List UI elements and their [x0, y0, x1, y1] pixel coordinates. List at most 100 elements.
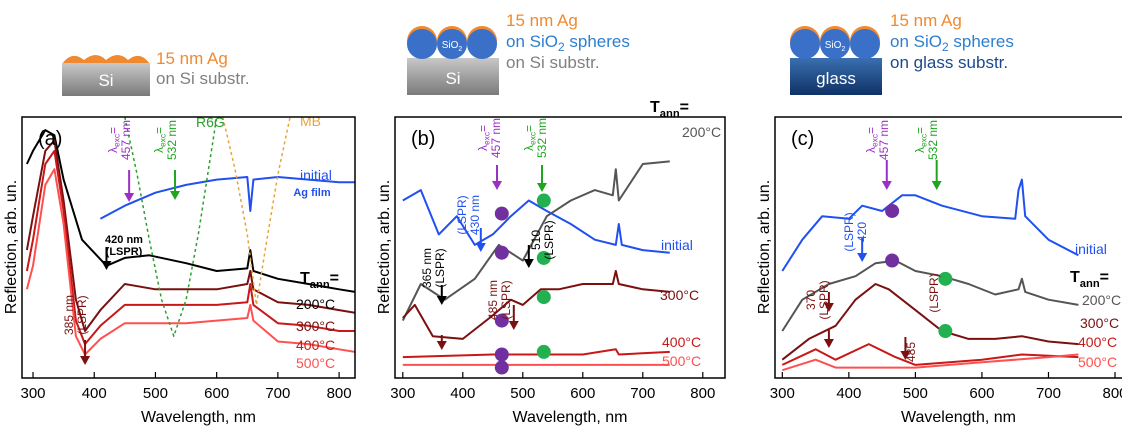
series-label: 400°C — [296, 337, 335, 353]
x-tick-label: 700 — [265, 385, 290, 402]
x-tick-label: 400 — [450, 385, 475, 402]
annotation: (LSPR) — [75, 295, 89, 334]
x-tick-label: 500 — [143, 385, 168, 402]
marker-dot — [885, 254, 899, 268]
arrow-head — [509, 321, 519, 330]
y-axis-label: Reflection, arb. un. — [376, 180, 393, 314]
annotation: (LSPR) — [433, 248, 447, 287]
x-tick-label: 700 — [1036, 385, 1061, 402]
arrow-head — [476, 243, 486, 252]
series-label: 200°C — [296, 296, 335, 312]
annotation: 370 — [804, 290, 818, 310]
series-label: 500°C — [662, 353, 701, 369]
marker-dot — [495, 348, 509, 362]
schematic-b: SiO2 Si 15 nm Ag on SiO2 spheres on Si s… — [407, 11, 630, 95]
spheres-label: on SiO2 spheres — [506, 32, 630, 54]
x-tick-label: 300 — [390, 385, 415, 402]
x-tick-label: 300 — [21, 385, 46, 402]
heading-main: T — [650, 99, 660, 116]
series-label: 200°C — [1082, 292, 1121, 308]
series-label: 200°C — [682, 124, 721, 140]
block-label: glass — [816, 69, 856, 88]
annotation-tail: = — [152, 127, 166, 134]
arrow-head — [80, 356, 90, 365]
annotation: 485 nm — [486, 280, 500, 320]
x-tick-label: 800 — [1103, 385, 1122, 402]
spectrum-line — [782, 355, 1078, 371]
series-label: initial — [300, 167, 332, 183]
film-label: 15 nm Ag — [156, 49, 228, 68]
annotation-tail: = — [106, 127, 120, 134]
plot-frame — [775, 117, 1122, 378]
marker-dot — [537, 345, 551, 359]
schematic-a: Si 15 nm Ag on Si substr. — [62, 49, 250, 96]
block-label: Si — [445, 69, 460, 88]
substrate-label: on glass substr. — [890, 53, 1008, 72]
annotation: (LSPR) — [542, 220, 556, 259]
spectrum-line — [782, 344, 1078, 365]
series-label: 300°C — [1080, 315, 1119, 331]
x-tick-label: 400 — [82, 385, 107, 402]
series-label: 400°C — [662, 334, 701, 350]
annotation-tail: = — [522, 125, 536, 132]
block-label: Si — [98, 71, 113, 90]
panel-label: (c) — [791, 128, 814, 150]
arrow-head — [537, 183, 547, 192]
heading-main: T — [300, 270, 310, 287]
x-tick-label: 500 — [903, 385, 928, 402]
heading-main: T — [1070, 269, 1080, 286]
arrow-head — [882, 181, 892, 190]
annotation: (LSPR) — [842, 212, 856, 251]
arrow-head — [124, 193, 134, 202]
annotation-tail: = — [476, 125, 490, 132]
arrow-head — [932, 181, 942, 190]
series-label: initial — [1075, 241, 1107, 257]
series-label: 400°C — [1078, 334, 1117, 350]
annotation-tail: = — [913, 127, 927, 134]
arrow-head — [524, 259, 534, 268]
heading-tail: = — [1100, 269, 1109, 286]
annotation: 365 nm — [420, 248, 434, 288]
y-axis-label: Reflection, arb. un. — [756, 180, 773, 314]
x-tick-label: 600 — [204, 385, 229, 402]
annotation: (LSPR) — [455, 195, 469, 234]
annotation: (LSPR) — [106, 246, 143, 258]
marker-dot — [885, 204, 899, 218]
substrate-label: on Si substr. — [506, 53, 600, 72]
annotation: 420 nm — [105, 234, 143, 246]
x-axis-label: Wavelength, nm — [901, 409, 1016, 426]
annotation: 532 nm — [535, 118, 549, 158]
arrow-head — [857, 253, 867, 262]
heading: Tann= — [1070, 269, 1109, 290]
annotation: 532 nm — [926, 120, 940, 160]
series-label: 500°C — [296, 355, 335, 371]
annotation: 457 nm — [119, 120, 133, 160]
heading-tail: = — [330, 270, 339, 287]
heading-sub: ann — [660, 108, 680, 120]
annotation: Ag film — [293, 187, 330, 199]
spectrum-line — [782, 180, 1078, 271]
x-tick-label: 600 — [969, 385, 994, 402]
series-label: 300°C — [660, 287, 699, 303]
annotation-tail: = — [864, 127, 878, 134]
figure: Si 15 nm Ag on Si substr. SiO2 Si 15 nm … — [0, 0, 1122, 429]
x-axis-label: Wavelength, nm — [512, 409, 627, 426]
sphere — [407, 29, 437, 59]
series-label: MB — [300, 113, 321, 129]
panel-label: (a) — [38, 128, 62, 150]
x-tick-label: 800 — [690, 385, 715, 402]
annotation: 532 nm — [165, 120, 179, 160]
heading-sub: ann — [1080, 278, 1100, 290]
film-label: 15 nm Ag — [890, 11, 962, 30]
marker-dot — [495, 361, 509, 375]
spectrum-line — [223, 117, 290, 305]
annotation: 510 — [529, 230, 543, 250]
annotation: (LSPR) — [927, 273, 941, 312]
arrow-head — [824, 339, 834, 348]
marker-dot — [495, 207, 509, 221]
arrow-head — [492, 181, 502, 190]
marker-dot — [537, 290, 551, 304]
sphere — [467, 29, 497, 59]
marker-dot — [495, 246, 509, 260]
x-tick-label: 400 — [836, 385, 861, 402]
